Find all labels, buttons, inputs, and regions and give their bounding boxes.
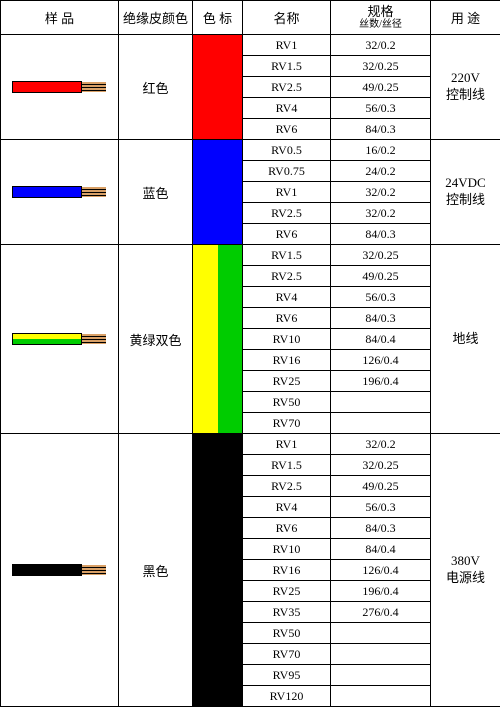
wire-sample-icon: [1, 564, 118, 576]
sample-cell: [1, 35, 119, 140]
wire-name: RV4: [243, 497, 331, 518]
wire-spec: 24/0.2: [331, 161, 431, 182]
wire-spec: 16/0.2: [331, 140, 431, 161]
wire-name: RV1.5: [243, 56, 331, 77]
wire-name: RV4: [243, 98, 331, 119]
hdr-swatch: 色 标: [193, 1, 243, 35]
wire-spec: 56/0.3: [331, 497, 431, 518]
usage-label: 380V电源线: [431, 434, 500, 707]
wire-spec: [331, 392, 431, 413]
header-row: 样 品 绝缘皮颜色 色 标 名称 规格 丝数/丝径 用 途: [1, 1, 500, 35]
wire-name: RV0.75: [243, 161, 331, 182]
wire-spec: 32/0.25: [331, 455, 431, 476]
color-swatch: [193, 35, 243, 140]
wire-name: RV10: [243, 539, 331, 560]
wire-spec: 32/0.2: [331, 434, 431, 455]
wire-spec: 32/0.25: [331, 245, 431, 266]
wire-name: RV2.5: [243, 203, 331, 224]
wire-spec: 49/0.25: [331, 77, 431, 98]
wire-name: RV1: [243, 434, 331, 455]
wire-name: RV35: [243, 602, 331, 623]
sample-cell: [1, 245, 119, 434]
usage-label: 24VDC控制线: [431, 140, 500, 245]
hdr-usage: 用 途: [431, 1, 500, 35]
wire-spec: 49/0.25: [331, 266, 431, 287]
wire-name: RV10: [243, 329, 331, 350]
hdr-insulation: 绝缘皮颜色: [119, 1, 193, 35]
table-row: 黄绿双色RV1.532/0.25地线: [1, 245, 500, 266]
wire-spec: 32/0.2: [331, 203, 431, 224]
wire-spec: 32/0.25: [331, 56, 431, 77]
wire-spec: 32/0.2: [331, 182, 431, 203]
wire-spec: [331, 665, 431, 686]
wire-name: RV2.5: [243, 266, 331, 287]
wire-spec: 84/0.3: [331, 308, 431, 329]
wire-name: RV70: [243, 644, 331, 665]
sample-cell: [1, 140, 119, 245]
color-swatch: [193, 140, 243, 245]
hdr-spec-main: 规格: [333, 5, 428, 19]
color-swatch: [193, 434, 243, 707]
insulation-label: 红色: [119, 35, 193, 140]
wire-name: RV1: [243, 182, 331, 203]
wire-name: RV50: [243, 623, 331, 644]
wire-table-body: 红色RV132/0.2220V控制线RV1.532/0.25RV2.549/0.…: [1, 35, 500, 707]
wire-sample-icon: [1, 186, 118, 198]
wire-spec: 126/0.4: [331, 350, 431, 371]
wire-name: RV70: [243, 413, 331, 434]
wire-spec: [331, 413, 431, 434]
wire-name: RV6: [243, 518, 331, 539]
hdr-name: 名称: [243, 1, 331, 35]
table-row: 红色RV132/0.2220V控制线: [1, 35, 500, 56]
wire-spec: 84/0.4: [331, 539, 431, 560]
usage-label: 220V控制线: [431, 35, 500, 140]
wire-spec: 84/0.4: [331, 329, 431, 350]
wire-spec: 84/0.3: [331, 518, 431, 539]
wire-name: RV120: [243, 686, 331, 707]
wire-name: RV95: [243, 665, 331, 686]
wire-name: RV1.5: [243, 455, 331, 476]
wire-name: RV25: [243, 371, 331, 392]
hdr-sample: 样 品: [1, 1, 119, 35]
sample-cell: [1, 434, 119, 707]
wire-name: RV16: [243, 350, 331, 371]
wire-name: RV4: [243, 287, 331, 308]
table-row: 蓝色RV0.516/0.224VDC控制线: [1, 140, 500, 161]
wire-name: RV6: [243, 119, 331, 140]
wire-name: RV0.5: [243, 140, 331, 161]
wire-name: RV50: [243, 392, 331, 413]
wire-spec: 56/0.3: [331, 287, 431, 308]
wire-sample-icon: [1, 333, 118, 345]
wire-name: RV2.5: [243, 476, 331, 497]
wire-name: RV16: [243, 560, 331, 581]
wire-spec: [331, 686, 431, 707]
wire-name: RV6: [243, 224, 331, 245]
hdr-spec-sub: 丝数/丝径: [333, 19, 428, 30]
wire-spec: 196/0.4: [331, 371, 431, 392]
hdr-spec: 规格 丝数/丝径: [331, 1, 431, 35]
wire-name: RV1: [243, 35, 331, 56]
wire-spec: 49/0.25: [331, 476, 431, 497]
wire-spec: 84/0.3: [331, 224, 431, 245]
wire-spec: 84/0.3: [331, 119, 431, 140]
table-row: 黑色RV132/0.2380V电源线: [1, 434, 500, 455]
wire-name: RV6: [243, 308, 331, 329]
wire-spec: 196/0.4: [331, 581, 431, 602]
wire-spec: 276/0.4: [331, 602, 431, 623]
wire-spec: 56/0.3: [331, 98, 431, 119]
wire-spec-table: 样 品 绝缘皮颜色 色 标 名称 规格 丝数/丝径 用 途 红色RV132/0.…: [0, 0, 500, 707]
wire-name: RV25: [243, 581, 331, 602]
wire-spec: [331, 623, 431, 644]
wire-spec: [331, 644, 431, 665]
wire-spec: 32/0.2: [331, 35, 431, 56]
usage-label: 地线: [431, 245, 500, 434]
wire-sample-icon: [1, 81, 118, 93]
wire-name: RV1.5: [243, 245, 331, 266]
color-swatch: [193, 245, 243, 434]
insulation-label: 黄绿双色: [119, 245, 193, 434]
wire-spec: 126/0.4: [331, 560, 431, 581]
insulation-label: 黑色: [119, 434, 193, 707]
wire-name: RV2.5: [243, 77, 331, 98]
insulation-label: 蓝色: [119, 140, 193, 245]
